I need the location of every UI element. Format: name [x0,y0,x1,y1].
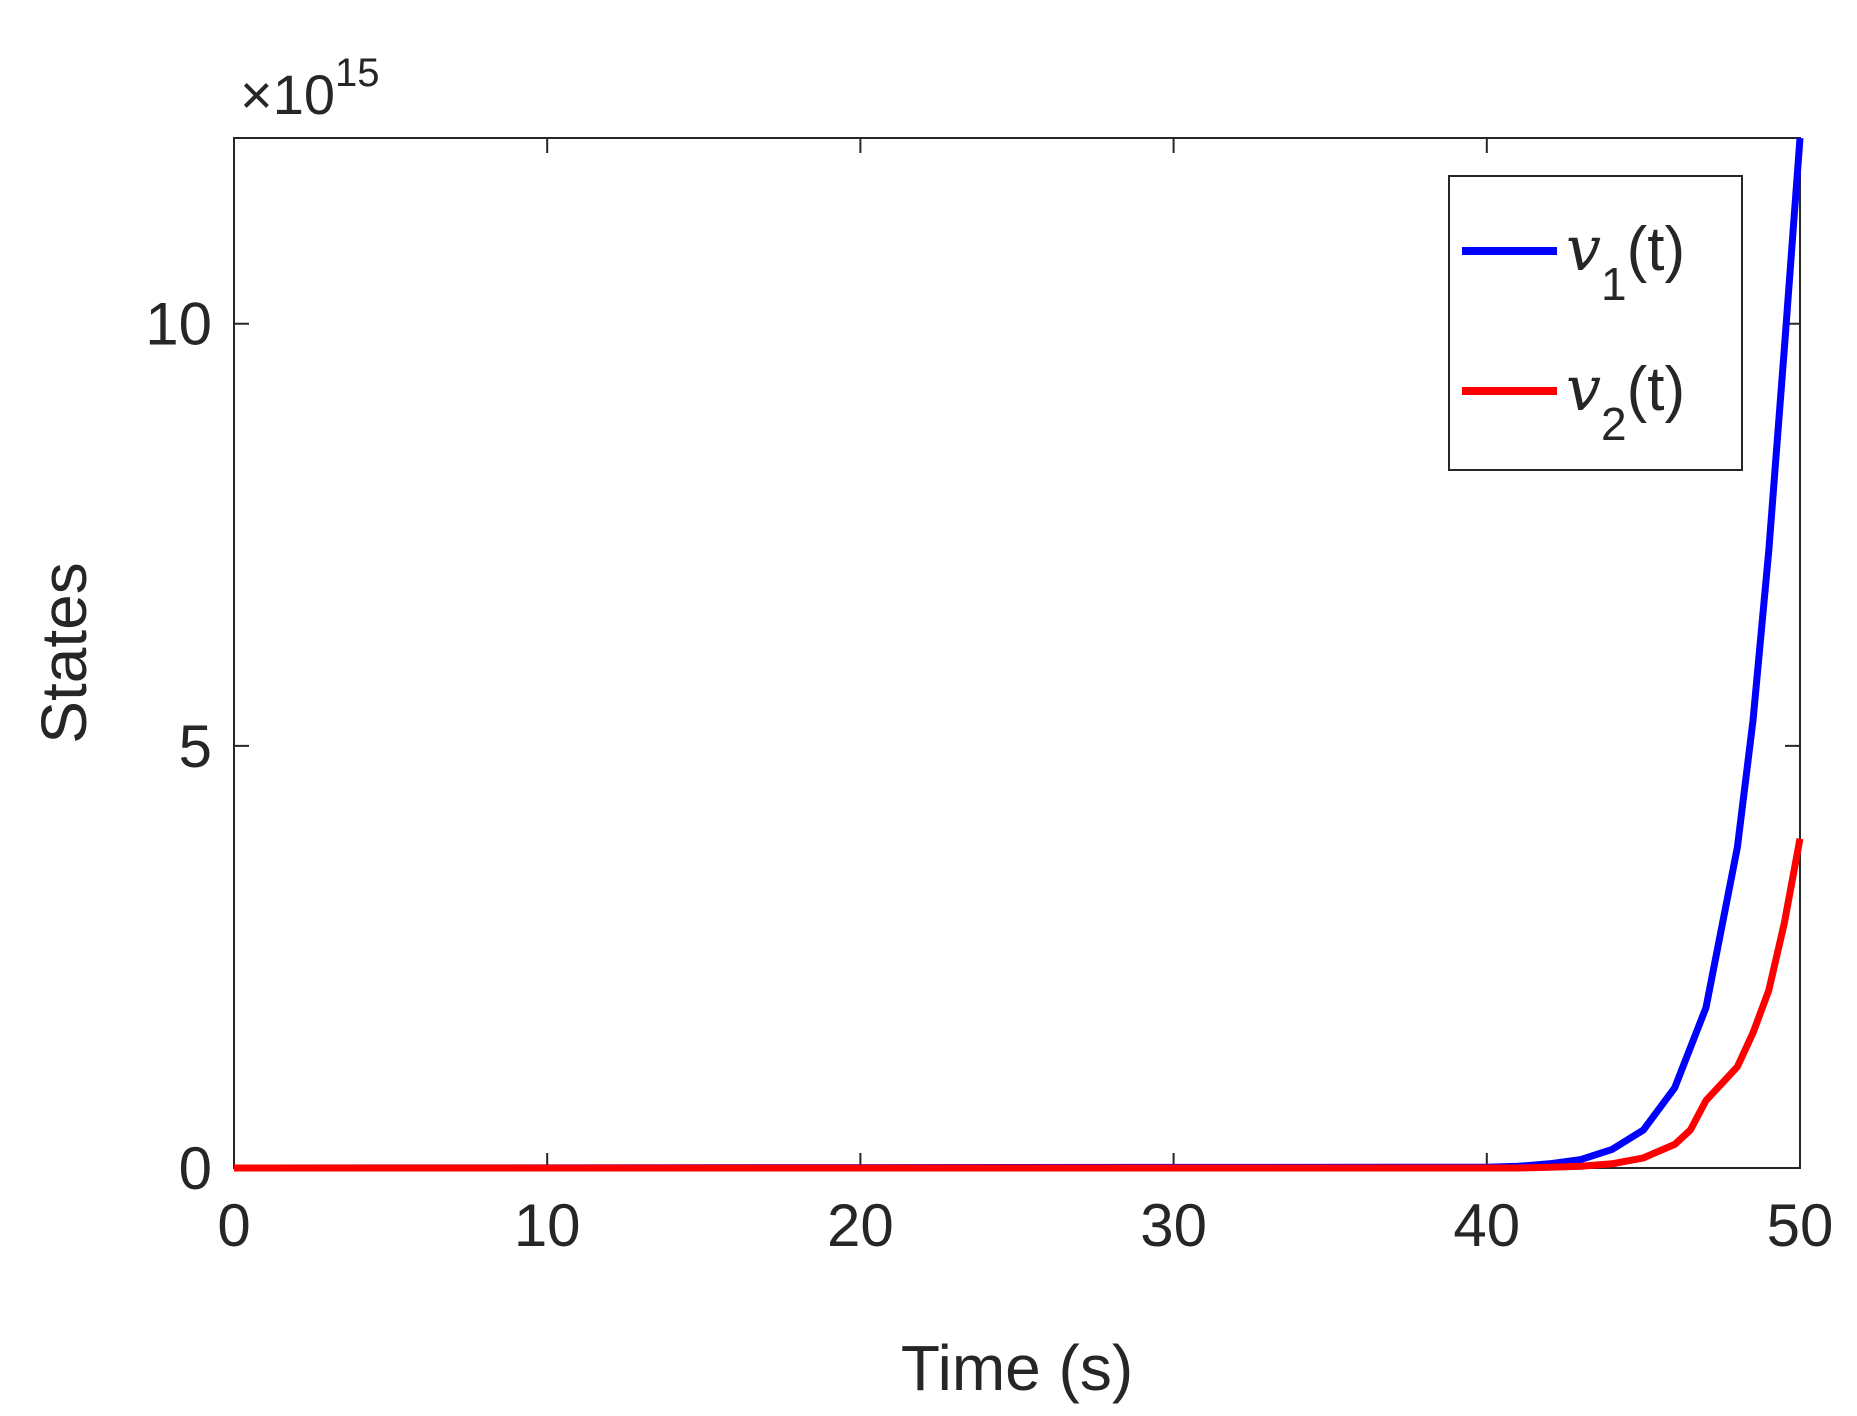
x-tick-label: 0 [217,1192,250,1259]
x-tick-label: 30 [1140,1192,1207,1259]
series-layer [233,137,1804,1172]
y-tick-label: 0 [179,1135,212,1202]
x-tick-label: 10 [514,1192,581,1259]
legend-box [1448,175,1743,471]
y-axis-label: States [28,562,100,743]
tick-labels: 0 10 20 30 40 50 0 5 10 [145,291,1833,1259]
x-tick-label: 50 [1767,1192,1834,1259]
y-tick-label: 5 [179,713,212,780]
y-axis-exponent: ×1015 [240,51,380,126]
x-tick-label: 40 [1453,1192,1520,1259]
legend-label-v1: v1(t) [1566,212,1685,310]
series-line-v2 [234,838,1804,1172]
legend: v1(t) v2(t) [1448,175,1743,471]
x-axis-label: Time (s) [901,1332,1133,1404]
legend-label-v2: v2(t) [1566,352,1685,450]
x-tick-label: 20 [827,1192,894,1259]
y-tick-label: 10 [145,291,212,358]
